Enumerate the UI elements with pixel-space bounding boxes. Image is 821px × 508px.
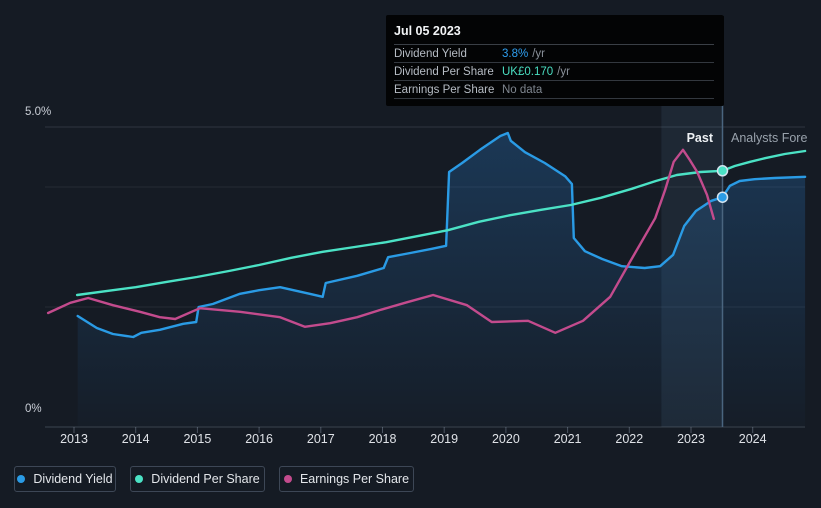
series-line-earnings-per-share — [46, 148, 715, 334]
x-axis-label-2013: 2013 — [60, 432, 88, 446]
x-axis-label-2017: 2017 — [306, 432, 335, 446]
legend-label: Earnings Per Share — [299, 472, 410, 486]
x-axis-label-2014: 2014 — [121, 432, 150, 446]
tooltip-unit: /yr — [557, 65, 570, 78]
tooltip-date: Jul 05 2023 — [394, 22, 714, 45]
tooltip: Jul 05 2023 Dividend Yield 3.8%/yr Divide… — [386, 15, 724, 106]
tooltip-row-dividend-yield: Dividend Yield 3.8%/yr — [394, 45, 714, 63]
tooltip-label: Dividend Per Share — [394, 65, 494, 78]
tooltip-unit: /yr — [532, 47, 545, 60]
y-axis-label-top: 5.0% — [25, 106, 52, 118]
tooltip-row-earnings-per-share: Earnings Per Share No data — [394, 81, 714, 99]
y-axis-label-zero: 0% — [25, 403, 42, 415]
x-axis-label-2023: 2023 — [677, 432, 705, 446]
tooltip-value: 3.8% — [502, 47, 529, 60]
tooltip-row-dividend-per-share: Dividend Per Share UK£0.170/yr — [394, 63, 714, 81]
tooltip-value: UK£0.170 — [502, 65, 554, 78]
legend-label: Dividend Per Share — [151, 472, 260, 486]
series-line-dividend-per-share — [75, 149, 807, 297]
marker-dot-dividend-per-share — [716, 165, 729, 177]
marker-dot-dividend-yield — [716, 191, 729, 203]
x-axis-label-2022: 2022 — [615, 432, 644, 446]
legend-item-dividend-yield[interactable]: Dividend Yield — [14, 466, 116, 492]
tooltip-label: Earnings Per Share — [394, 83, 495, 96]
x-axis-label-2019: 2019 — [430, 432, 459, 446]
legend-item-earnings-per-share[interactable]: Earnings Per Share — [279, 466, 414, 492]
x-axis-label-2024: 2024 — [738, 432, 767, 446]
dividend-per-share-dot-icon — [135, 475, 144, 483]
x-axis-label-2018: 2018 — [368, 432, 397, 446]
earnings-per-share-dot-icon — [283, 475, 292, 483]
x-axis-label-2021: 2021 — [553, 432, 582, 446]
past-label: Past — [686, 131, 713, 145]
dividend-yield-dot-icon — [17, 475, 26, 483]
x-axis-label-2015: 2015 — [183, 432, 212, 446]
tooltip-value: No data — [502, 83, 543, 96]
analysts-forecast-label: Analysts Forec — [731, 131, 807, 145]
legend-item-dividend-per-share[interactable]: Dividend Per Share — [130, 466, 265, 492]
tooltip-label: Dividend Yield — [394, 47, 467, 60]
x-axis-label-2020: 2020 — [491, 432, 520, 446]
dividend-yield-area-fill — [77, 133, 806, 426]
legend-label: Dividend Yield — [33, 472, 113, 486]
x-axis-label-2016: 2016 — [245, 432, 273, 446]
